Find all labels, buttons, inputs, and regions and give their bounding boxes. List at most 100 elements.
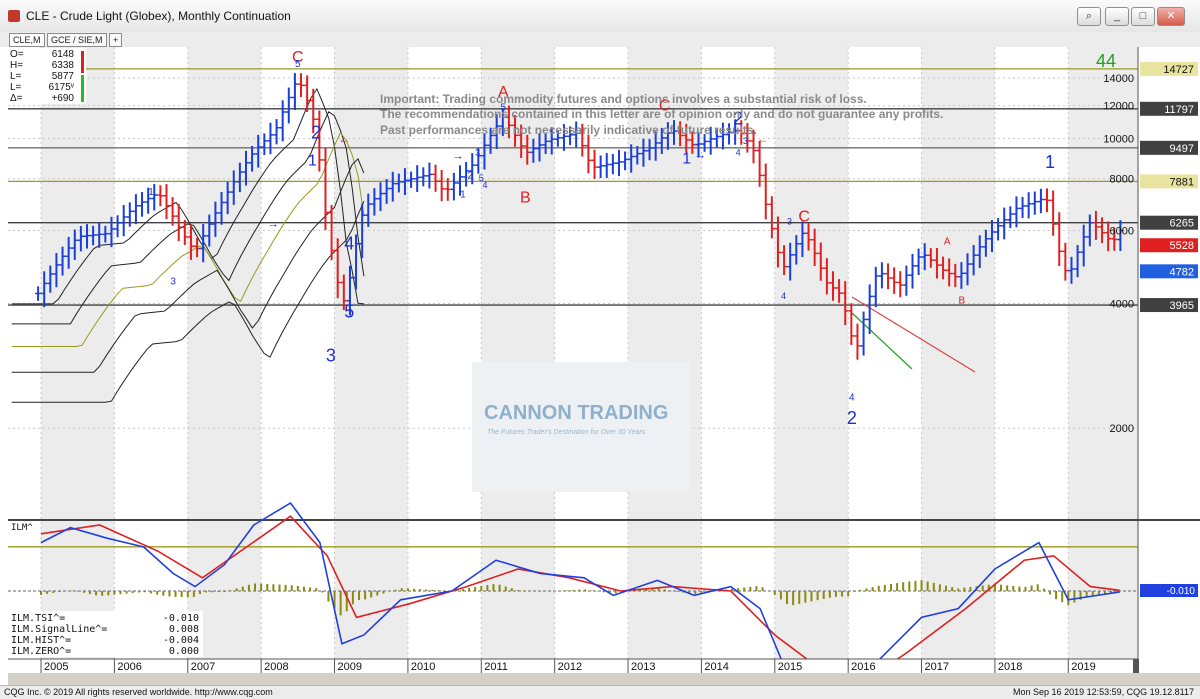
arrow-icon: ← bbox=[338, 132, 350, 146]
wave-label: 4 bbox=[344, 233, 354, 253]
arrow-icon: → bbox=[452, 149, 464, 163]
tab-cle[interactable]: CLE,M bbox=[9, 33, 45, 47]
y-tick-label: 10000 bbox=[1103, 134, 1134, 146]
chart-area: CANNON TRADING The Futures Trader's Dest… bbox=[0, 47, 1200, 698]
y-tick-label: 12000 bbox=[1103, 101, 1134, 113]
ohlc-key: O= bbox=[10, 49, 24, 60]
ohlc-value: 6338 bbox=[52, 60, 75, 71]
indicator-title: ILM^ bbox=[11, 523, 33, 533]
x-tick-label: 2006 bbox=[117, 661, 141, 673]
wave-label: 1 bbox=[308, 153, 317, 170]
x-tick-label: 2007 bbox=[191, 661, 215, 673]
level-tag bbox=[1140, 140, 1198, 155]
wave-label: 3 bbox=[743, 136, 748, 146]
close-button[interactable]: ✕ bbox=[1157, 7, 1185, 26]
tab-gce-sie[interactable]: GCE / SIE,M bbox=[47, 33, 107, 47]
level-tag-text: 7881 bbox=[1170, 176, 1194, 188]
level-tag bbox=[1140, 215, 1198, 230]
wave-label: 2 bbox=[311, 123, 321, 143]
ohlc-value: 5877 bbox=[52, 71, 75, 82]
maximize-button[interactable]: □ bbox=[1131, 7, 1155, 26]
wave-label: C bbox=[798, 209, 810, 226]
level-tag-text: 14727 bbox=[1163, 64, 1194, 76]
time-axis: 2005 2006 2007 2008 2009 2010 2011 2012 2013 2014… bbox=[40, 659, 1096, 673]
x-tick-label: 2005 bbox=[44, 661, 68, 673]
disclaimer-line-1: Important: Trading commodity futures and… bbox=[380, 92, 867, 106]
wave-label: 2 bbox=[847, 408, 857, 428]
x-tick-label: 2019 bbox=[1071, 661, 1095, 673]
x-tick-label: 2015 bbox=[778, 661, 802, 673]
price-tag bbox=[1140, 264, 1198, 279]
tsi-line bbox=[40, 501, 1120, 698]
status-bar: CQG Inc. © 2019 All rights reserved worl… bbox=[0, 685, 1200, 699]
ohlc-value: +690 bbox=[51, 93, 74, 104]
price-tags: 14727117979497788162653965103555284782 bbox=[1140, 61, 1198, 554]
y-tick-label: 14000 bbox=[1103, 73, 1134, 85]
copyright-text: CQG Inc. © 2019 All rights reserved worl… bbox=[4, 687, 273, 697]
arrow-icon: ← bbox=[756, 132, 768, 146]
x-tick-label: 2009 bbox=[338, 661, 362, 673]
wave-label: 3 bbox=[326, 345, 336, 365]
ohlc-key: H= bbox=[10, 60, 23, 71]
wave-label: 3 bbox=[170, 276, 176, 287]
level-tag-text: 3965 bbox=[1170, 300, 1194, 312]
wave-label: B bbox=[520, 190, 531, 207]
indicator-readout: ILM.TSI^= -0.010 ILM.SignalLine^= 0.008 ILM.… bbox=[8, 611, 203, 657]
readout-value: 0.008 bbox=[169, 624, 199, 635]
y-tick-label: 6000 bbox=[1110, 225, 1134, 237]
price-chart: CANNON TRADING The Futures Trader's Dest… bbox=[8, 47, 1200, 698]
ohlc-readout: O= 6148 H= 6338 L= 5877 L= 6175ᵛ Δ= +690 bbox=[8, 48, 86, 104]
x-tick-label: 2013 bbox=[631, 661, 655, 673]
readout-key: ILM.SignalLine^= bbox=[11, 624, 107, 635]
add-tab-button[interactable]: + bbox=[109, 33, 123, 47]
window-titlebar: CLE - Crude Light (Globex), Monthly Cont… bbox=[0, 0, 1200, 33]
wave-label: 1 bbox=[682, 151, 691, 168]
wave-label: 3 bbox=[787, 217, 792, 227]
indicator-value-tag-text: -0.010 bbox=[1167, 586, 1196, 597]
readout-key: ILM.TSI^= bbox=[11, 613, 65, 624]
x-tick-label: 2011 bbox=[484, 661, 508, 673]
level-tag-text: 11797 bbox=[1164, 104, 1194, 116]
level-tag-text: 6265 bbox=[1170, 218, 1194, 230]
price-tag-text: 4782 bbox=[1170, 266, 1194, 278]
wave-label: 5 bbox=[295, 59, 301, 70]
y-tick-label: 4000 bbox=[1110, 298, 1134, 310]
price-tag-text: 5528 bbox=[1170, 240, 1194, 252]
minimize-button[interactable]: _ bbox=[1105, 7, 1129, 26]
readout-value: 0.000 bbox=[169, 646, 199, 657]
indicator-panel: ILM^ bbox=[8, 501, 1138, 698]
price-bars bbox=[35, 73, 1124, 360]
readout-key: ILM.HIST^= bbox=[11, 635, 71, 646]
x-tick-label: 2010 bbox=[411, 661, 435, 673]
y-tick-label: 8000 bbox=[1110, 174, 1134, 186]
x-tick-label: 2016 bbox=[851, 661, 875, 673]
wave-label: 1 bbox=[460, 190, 466, 201]
level-tag bbox=[1140, 174, 1198, 189]
x-tick-label: 2012 bbox=[558, 661, 582, 673]
wave-label: 1 bbox=[1045, 152, 1055, 172]
wave-label: A bbox=[498, 84, 509, 101]
wave-label: 5 bbox=[479, 173, 484, 183]
link-icon[interactable]: ⌕ bbox=[1077, 7, 1101, 26]
x-tick-label: 2014 bbox=[704, 661, 728, 673]
wave-label: 4 bbox=[849, 393, 855, 404]
wave-label: 4 bbox=[736, 148, 741, 158]
arrow-icon: → bbox=[694, 148, 706, 162]
arrow-icon: → bbox=[267, 217, 279, 231]
wave-label: 4 bbox=[482, 180, 487, 190]
bar-count-label: 44 bbox=[1096, 51, 1116, 71]
wave-label: C bbox=[292, 49, 304, 66]
level-tag bbox=[1140, 61, 1198, 76]
chart-tabs: CLE,M GCE / SIE,M + bbox=[0, 32, 1200, 48]
x-tick-label: 2008 bbox=[264, 661, 288, 673]
level-tag-text: 9497 bbox=[1170, 143, 1194, 155]
timestamp-text: Mon Sep 16 2019 12:53:59, CQG 19.12.8117 bbox=[1013, 687, 1194, 697]
wave-label: A bbox=[944, 237, 951, 248]
watermark: CANNON TRADING The Futures Trader's Dest… bbox=[472, 362, 690, 492]
readout-key: ILM.ZERO^= bbox=[11, 646, 71, 657]
price-tag bbox=[1140, 238, 1198, 253]
wave-label: 4 bbox=[781, 291, 786, 301]
wave-label: 5 bbox=[501, 102, 507, 113]
wave-label: B bbox=[959, 295, 966, 306]
disclaimer: Important: Trading commodity futures and… bbox=[380, 92, 943, 137]
